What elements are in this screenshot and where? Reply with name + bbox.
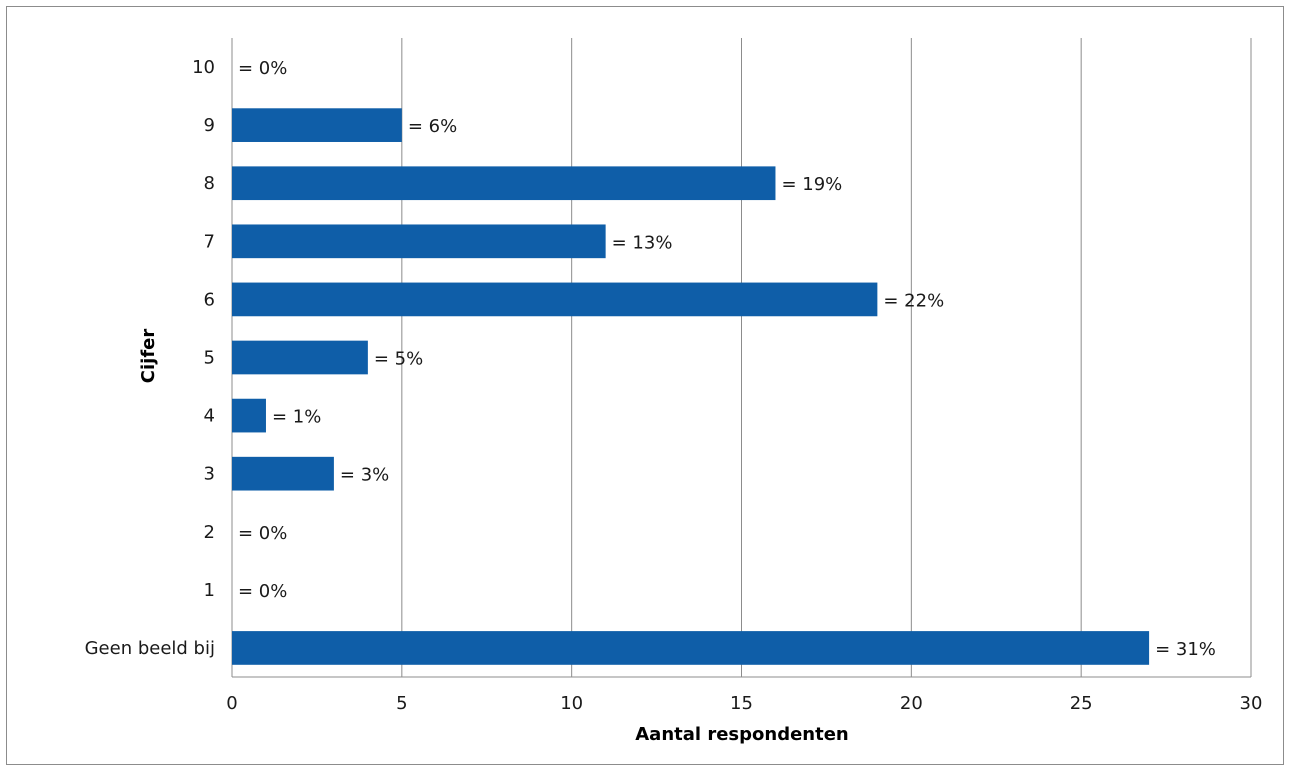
y-tick-label: 5	[204, 348, 215, 369]
y-tick-label: 9	[204, 115, 215, 136]
data-label: = 0%	[238, 523, 287, 544]
y-tick-label: 3	[204, 464, 215, 485]
x-axis-title: Aantal respondenten	[635, 724, 848, 745]
data-label: = 0%	[238, 58, 287, 79]
y-tick-label: Geen beeld bij	[85, 638, 215, 659]
x-tick-label: 5	[396, 693, 407, 714]
y-tick-label: 6	[204, 289, 215, 310]
y-tick-label: 10	[192, 57, 215, 78]
data-label: = 0%	[238, 581, 287, 602]
x-tick-label: 15	[730, 693, 753, 714]
data-label: = 13%	[612, 232, 673, 253]
y-tick-label: 4	[204, 406, 215, 427]
data-label-layer: = 0% = 6% = 19% = 13% = 22% = 5% = 1% = 3% = 0% =…	[238, 58, 1216, 660]
y-tick-label: 8	[204, 173, 215, 194]
x-tick-label: 10	[560, 693, 583, 714]
data-label: = 5%	[374, 349, 423, 370]
x-tick-label: 30	[1240, 693, 1263, 714]
x-tick-label: 20	[900, 693, 923, 714]
data-label: = 3%	[340, 465, 389, 486]
x-tick-label-layer: 0 5 10 15 20 25 30	[226, 693, 1262, 714]
data-label: = 19%	[781, 174, 842, 195]
data-label: = 6%	[408, 116, 457, 137]
y-tick-label-layer: 10 9 8 7 6 5 4 3 2 1 Geen beeld bij	[85, 57, 215, 659]
bar	[232, 631, 1150, 665]
y-tick-label: 2	[204, 522, 215, 543]
y-axis-title: Cijfer	[138, 329, 159, 384]
bar	[232, 224, 606, 259]
data-label: = 1%	[272, 407, 321, 428]
y-tick-label: 1	[204, 580, 215, 601]
data-label: = 31%	[1155, 639, 1216, 660]
bar	[232, 456, 334, 491]
bar	[232, 282, 878, 317]
y-tick-label: 7	[204, 231, 215, 252]
bar	[232, 108, 402, 142]
x-tick-label: 0	[226, 693, 237, 714]
data-label: = 22%	[883, 290, 944, 311]
bar-layer	[232, 108, 1150, 665]
bar	[232, 340, 368, 375]
bar	[232, 398, 266, 433]
bar	[232, 166, 776, 201]
x-tick-label: 25	[1070, 693, 1093, 714]
